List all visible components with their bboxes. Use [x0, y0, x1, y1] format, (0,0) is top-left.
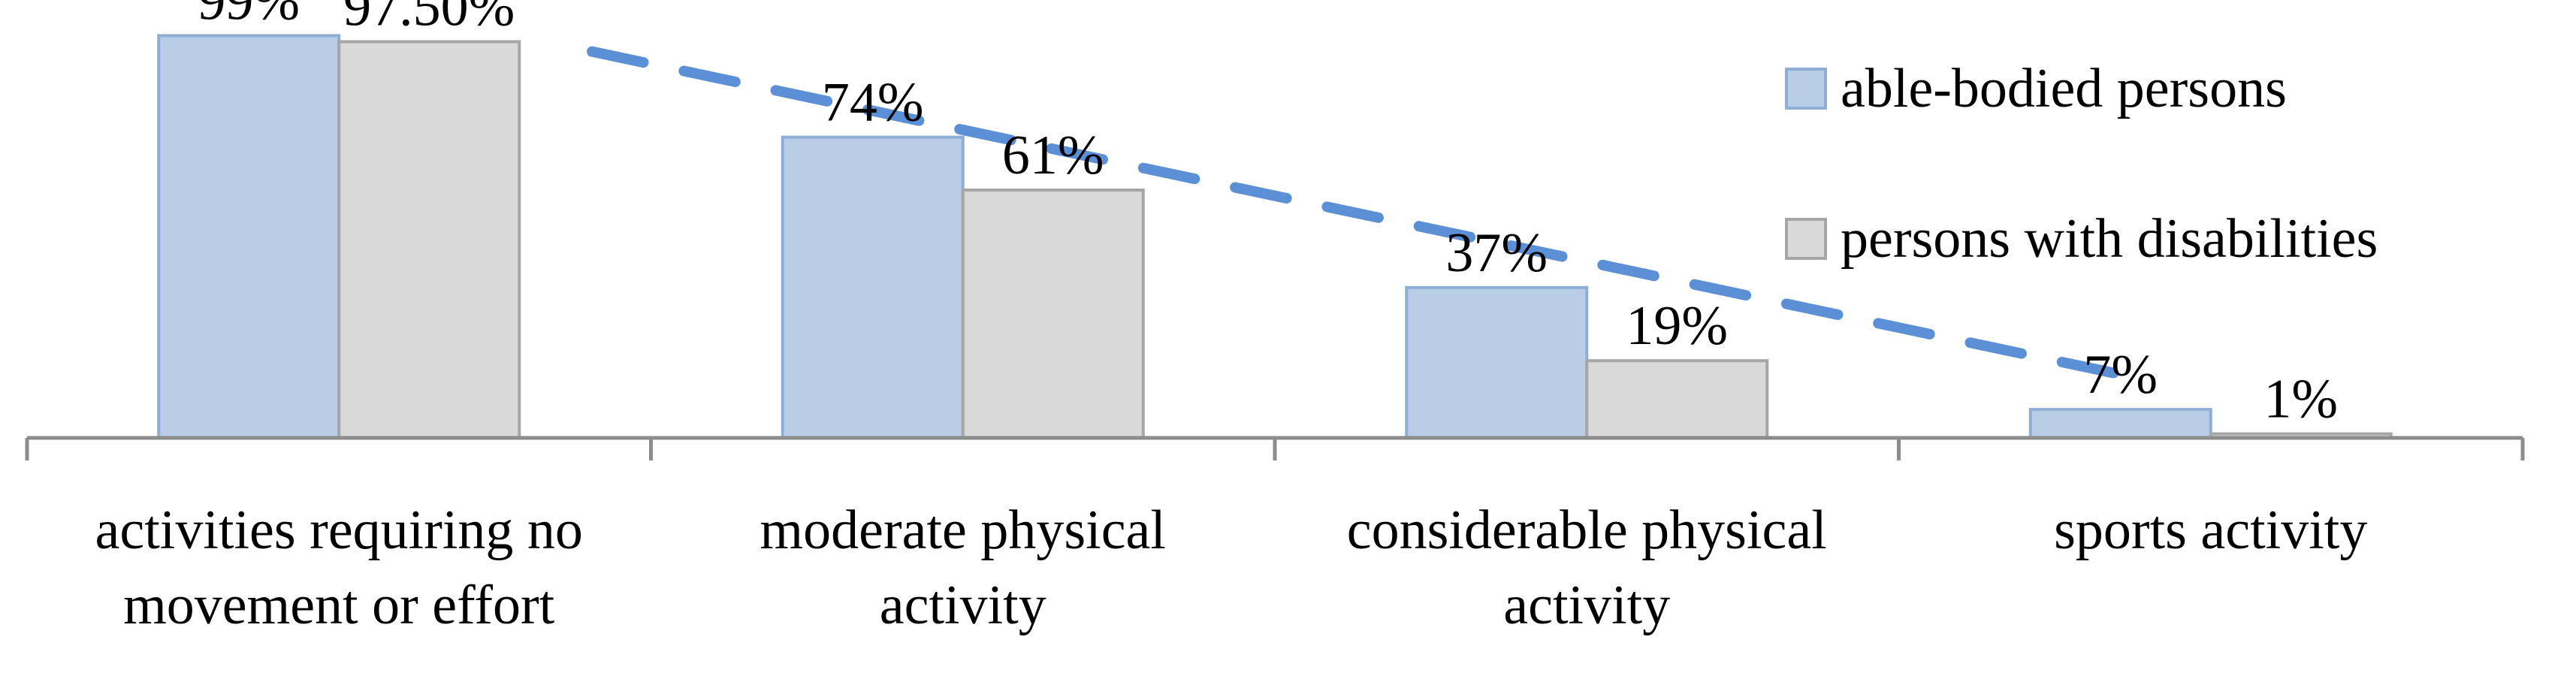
bar-disabilities-1 [961, 188, 1145, 440]
data-label-able-bodied-2: 37% [1445, 222, 1548, 284]
legend: able-bodied persons persons with disabili… [1785, 58, 2378, 270]
category-label-0-line-0: activities requiring no [95, 499, 583, 561]
bar-able-bodied-2 [1405, 285, 1589, 439]
data-label-able-bodied-1: 74% [822, 72, 924, 134]
category-labels-layer: activities requiring no movement or effor… [95, 499, 2368, 636]
legend-label-disabilities: persons with disabilities [1841, 208, 2378, 270]
legend-swatch-able-bodied [1785, 68, 1827, 110]
data-label-disabilities-2: 19% [1626, 295, 1728, 357]
bar-able-bodied-3 [2028, 408, 2212, 440]
trendline-layer [587, 46, 2126, 380]
data-label-able-bodied-3: 7% [2083, 344, 2158, 406]
category-label-2-line-1: activity [1503, 575, 1670, 636]
data-label-disabilities-0: 97.50% [343, 0, 515, 38]
category-label-1-line-1: activity [880, 575, 1046, 636]
category-label-2-line-0: considerable physical [1347, 499, 1827, 561]
category-label-1-line-0: moderate physical [760, 499, 1166, 561]
bar-able-bodied-1 [781, 135, 965, 439]
bar-disabilities-0 [337, 40, 521, 439]
legend-label-able-bodied: able-bodied persons [1841, 58, 2287, 119]
data-labels-layer: 99% 97.50% 74% 61% 37% 19% 7% 1% [198, 0, 2338, 430]
bar-able-bodied-0 [157, 34, 341, 440]
trendline [587, 46, 2126, 380]
bar-disabilities-2 [1585, 359, 1769, 439]
legend-swatch-disabilities [1785, 218, 1827, 260]
category-label-3-line-0: sports activity [2054, 499, 2367, 561]
bars-layer [157, 34, 2393, 440]
data-label-disabilities-1: 61% [1002, 125, 1104, 186]
x-axis [25, 436, 2525, 460]
data-label-able-bodied-0: 99% [198, 0, 300, 32]
category-label-0-line-1: movement or effort [123, 575, 554, 636]
data-label-disabilities-3: 1% [2263, 369, 2338, 430]
